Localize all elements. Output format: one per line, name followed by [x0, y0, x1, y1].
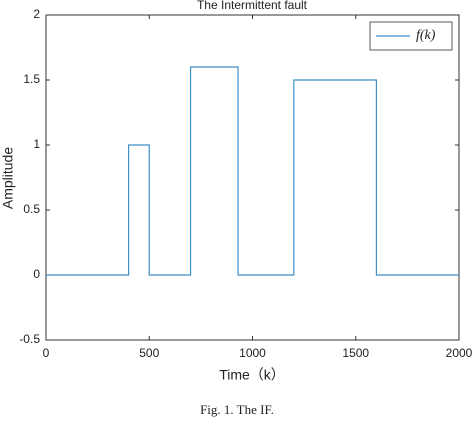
x-tick-label: 0 [43, 346, 50, 360]
y-tick-label: 1 [33, 137, 40, 151]
y-tick-label: 2 [33, 7, 40, 21]
y-tick-label: -0.5 [19, 332, 40, 346]
chart-title: The Intermittent fault [197, 0, 308, 12]
plot-frame [45, 14, 460, 341]
x-tick-label: 2000 [446, 346, 473, 360]
caption: Fig. 1. The IF. [200, 402, 274, 417]
x-tick-label: 1500 [342, 346, 369, 360]
y-tick-label: 0 [33, 267, 40, 281]
x-tick-label: 1000 [239, 346, 266, 360]
line-series [46, 66, 459, 276]
x-tick-label: 500 [139, 346, 159, 360]
y-tick-label: 1.5 [23, 72, 40, 86]
x-axis-label: Time（k） [219, 367, 285, 383]
y-tick-label: 0.5 [23, 202, 40, 216]
legend-label: f(k) [416, 28, 436, 43]
y-axis-label: Amplitude [0, 147, 16, 209]
